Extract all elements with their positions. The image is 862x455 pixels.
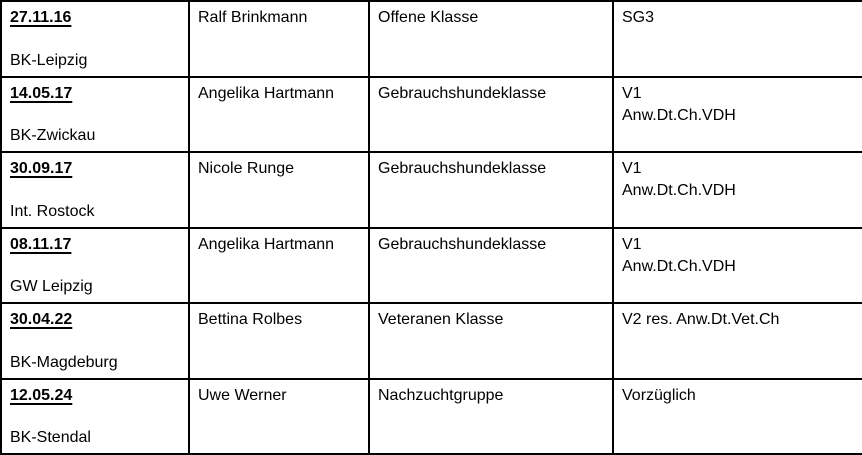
date-event-cell: 14.05.17 BK-Zwickau [0, 75, 190, 153]
event-date: 08.11.17 [10, 235, 72, 253]
class-cell: Gebrauchshundeklasse [368, 151, 614, 229]
judge-cell: Ralf Brinkmann [188, 0, 370, 78]
event-location: Int. Rostock [10, 202, 95, 220]
event-date: 12.05.24 [10, 386, 73, 404]
date-event-cell: 12.05.24 BK-Stendal [0, 377, 190, 455]
judge-cell: Uwe Werner [188, 377, 370, 455]
class-cell: Gebrauchshundeklasse [368, 75, 614, 153]
result-cell: V1 Anw.Dt.Ch.VDH [612, 151, 862, 229]
class-cell: Gebrauchshundeklasse [368, 226, 614, 304]
event-location: BK-Stendal [10, 429, 91, 446]
judge-cell: Nicole Runge [188, 151, 370, 229]
class-cell: Offene Klasse [368, 0, 614, 78]
result-cell: V1 Anw.Dt.Ch.VDH [612, 226, 862, 304]
judge-cell: Angelika Hartmann [188, 226, 370, 304]
judge-cell: Angelika Hartmann [188, 75, 370, 153]
date-event-cell: 27.11.16 BK-Leipzig [0, 0, 190, 78]
table-row: 30.04.22 BK-Magdeburg Bettina Rolbes Vet… [0, 302, 862, 380]
event-location: BK-Leipzig [10, 51, 88, 69]
event-location: GW Leipzig [10, 278, 93, 295]
event-date: 14.05.17 [10, 84, 73, 102]
class-cell: Nachzuchtgruppe [368, 377, 614, 455]
class-cell: Veteranen Klasse [368, 302, 614, 380]
table-row: 14.05.17 BK-Zwickau Angelika Hartmann Ge… [0, 75, 862, 153]
event-date: 30.09.17 [10, 160, 73, 177]
event-location: BK-Zwickau [10, 127, 96, 144]
date-event-cell: 08.11.17 GW Leipzig [0, 226, 190, 304]
table-row: 27.11.16 BK-Leipzig Ralf Brinkmann Offen… [0, 0, 862, 78]
result-cell: Vorzüglich [612, 377, 862, 455]
result-cell: SG3 [612, 0, 862, 78]
table-row: 08.11.17 GW Leipzig Angelika Hartmann Ge… [0, 226, 862, 304]
table-row: 30.09.17 Int. Rostock Nicole Runge Gebra… [0, 151, 862, 229]
event-date: 30.04.22 [10, 311, 73, 328]
table-row: 12.05.24 BK-Stendal Uwe Werner Nachzucht… [0, 377, 862, 455]
event-date: 27.11.16 [10, 9, 72, 26]
result-cell: V2 res. Anw.Dt.Vet.Ch [612, 302, 862, 380]
result-cell: V1 Anw.Dt.Ch.VDH [612, 75, 862, 153]
event-location: BK-Magdeburg [10, 353, 118, 371]
date-event-cell: 30.04.22 BK-Magdeburg [0, 302, 190, 380]
date-event-cell: 30.09.17 Int. Rostock [0, 151, 190, 229]
judge-cell: Bettina Rolbes [188, 302, 370, 380]
